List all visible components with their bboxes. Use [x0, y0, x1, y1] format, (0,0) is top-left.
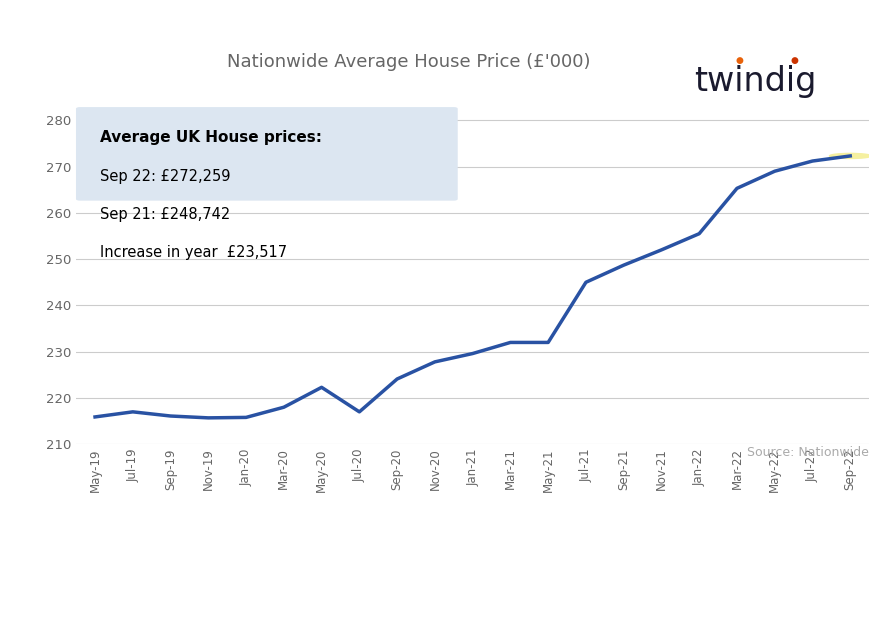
Text: Nationwide Average House Price (£'000): Nationwide Average House Price (£'000): [228, 53, 591, 71]
Text: Increase in year  £23,517: Increase in year £23,517: [99, 246, 287, 260]
Circle shape: [830, 154, 871, 159]
FancyBboxPatch shape: [76, 107, 458, 201]
Text: Average UK House prices:: Average UK House prices:: [99, 130, 322, 146]
Text: Sep 22: £272,259: Sep 22: £272,259: [99, 168, 230, 184]
Text: ●: ●: [736, 56, 744, 65]
Text: ●: ●: [790, 56, 798, 65]
Text: twindig: twindig: [694, 65, 817, 97]
Text: Sep 21: £248,742: Sep 21: £248,742: [99, 207, 230, 222]
Text: Source: Nationwide: Source: Nationwide: [747, 446, 869, 459]
